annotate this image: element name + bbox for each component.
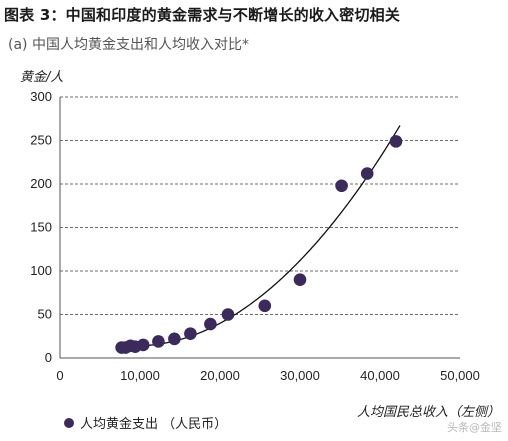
data-point (360, 167, 374, 180)
x-axis-label: 人均国民总收入（左侧） (357, 404, 500, 420)
watermark: 头条@金坚 (447, 421, 502, 434)
data-point (168, 332, 181, 346)
y-tick-label: 200 (30, 176, 52, 191)
y-tick-label: 0 (45, 350, 52, 365)
data-point (389, 135, 403, 148)
trendline (119, 125, 401, 347)
x-tick-label: 50,000 (440, 368, 480, 383)
x-tick-label: 10,000 (120, 368, 160, 383)
data-point (204, 317, 217, 331)
data-point (293, 273, 307, 287)
y-tick-labels: 0 50 100 150 200 250 300 (30, 89, 52, 365)
data-point (221, 308, 235, 321)
x-tick-label: 0 (56, 368, 63, 383)
x-tick-label: 20,000 (200, 368, 240, 383)
legend-label: 人均黄金支出 （人民币） (80, 417, 228, 432)
figure-subtitle: (a) 中国人均黄金支出和人均收入对比* (8, 37, 249, 53)
legend-marker (64, 417, 74, 428)
data-point (184, 327, 197, 340)
y-tick-label: 300 (30, 89, 52, 104)
data-point (152, 335, 165, 348)
legend: 人均黄金支出 （人民币） (64, 413, 227, 432)
data-point (258, 299, 272, 313)
x-tick-labels: 0 10,000 20,000 30,000 40,000 50,000 (56, 368, 480, 383)
x-tick-label: 30,000 (280, 368, 320, 383)
y-axis-label: 黄金/人 (20, 69, 63, 85)
data-points (115, 135, 403, 354)
figure-title: 图表 3：中国和印度的黄金需求与不断增长的收入密切相关 (4, 6, 401, 24)
y-tick-label: 100 (30, 263, 52, 278)
y-tick-label: 50 (38, 307, 52, 322)
trendline-path (119, 125, 401, 347)
y-tick-label: 250 (30, 133, 52, 148)
gridlines (60, 96, 460, 315)
axes (59, 97, 460, 359)
y-tick-label: 150 (30, 220, 52, 235)
x-tick-label: 40,000 (360, 368, 400, 383)
data-point (335, 179, 348, 193)
data-point (136, 338, 150, 352)
